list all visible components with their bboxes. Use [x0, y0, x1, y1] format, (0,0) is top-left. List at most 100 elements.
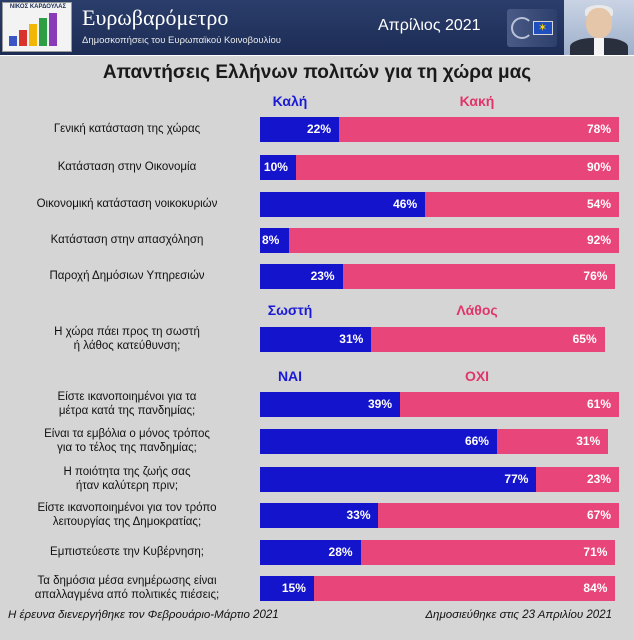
footer-publish-note: Δημοσιεύθηκε στις 23 Απριλίου 2021	[425, 609, 612, 621]
bar-row: 28% 71%	[260, 540, 616, 565]
bar-positive-segment	[260, 503, 379, 528]
row-label-line: Γενική κατάσταση της χώρας	[53, 123, 201, 135]
row-label-line: ή λάθος κατεύθυνση;	[73, 340, 181, 352]
value-label-positive: 8%	[262, 233, 280, 247]
bar-negative-segment	[378, 503, 619, 528]
row-label: Εμπιστεύεστε την Κυβέρνηση;	[4, 545, 250, 559]
row-label-line: Κατάσταση στην Οικονομία	[57, 161, 197, 173]
row-label: Γενική κατάσταση της χώρας	[4, 122, 250, 136]
bar-negative-segment	[425, 192, 619, 217]
value-label-positive: 33%	[346, 508, 371, 522]
column-header-negative: Λάθος	[456, 302, 498, 318]
bar-row: 39% 61%	[260, 392, 619, 417]
bar-positive-segment	[260, 327, 372, 352]
european-parliament-logo-icon	[507, 9, 557, 47]
bar-positive-segment	[260, 540, 361, 565]
bar-negative-segment	[371, 327, 605, 352]
date-label: Απρίλιος 2021	[378, 17, 481, 34]
row-label-line: απαλλαγμένα από πολιτικές πιέσεις;	[34, 589, 220, 601]
row-label: Τα δημόσια μέσα ενημέρωσης είναι απαλλαγμ…	[4, 574, 250, 602]
row-label: Είστε ικανοποιημένοι για τα μέτρα κατά τη…	[4, 390, 250, 418]
value-label-positive: 66%	[464, 434, 489, 448]
row-label: Είστε ικανοποιημένοι για τον τρόπο λειτου…	[4, 501, 250, 529]
bar-negative-segment	[536, 467, 619, 492]
value-label-negative: 78%	[587, 122, 612, 136]
bar-positive-segment	[260, 392, 400, 417]
row-label: Οικονομική κατάσταση νοικοκυριών	[4, 197, 250, 211]
logo-name: ΝΙΚΟΣ ΚΑΡΔΟΥΛΑΣ	[9, 4, 67, 10]
value-label-negative: 23%	[587, 472, 612, 486]
value-label-negative: 76%	[583, 269, 608, 283]
column-header-positive: Καλή	[272, 93, 308, 109]
value-label-positive: 23%	[310, 269, 335, 283]
bar-row: 46% 54%	[260, 192, 619, 217]
value-label-positive: 77%	[504, 472, 529, 486]
value-label-negative: 84%	[583, 581, 608, 595]
bar-row: 66% 31%	[260, 429, 609, 454]
row-label-line: Η ποιότητα της ζωής σας	[63, 466, 191, 478]
bar-positive-segment	[260, 192, 426, 217]
row-label-line: Εμπιστεύεστε την Κυβέρνηση;	[50, 546, 204, 558]
bar-negative-segment	[496, 429, 609, 454]
value-label-positive: 10%	[263, 160, 288, 174]
bar-positive-segment	[260, 429, 497, 454]
logo-bars-icon	[9, 12, 67, 46]
row-label-line: για το τέλος της πανδημίας;	[57, 442, 197, 454]
column-header-negative: Κακή	[459, 93, 495, 109]
person-photo-icon	[564, 0, 634, 55]
bar-row: 10% 90%	[260, 155, 619, 180]
bar-negative-segment	[400, 392, 619, 417]
bar-row: 23% 76%	[260, 264, 616, 289]
brand-subtitle: Δημοσκοπήσεις του Ευρωπαϊκού Κοινοβουλίο…	[82, 35, 281, 46]
brand-title: Ευρωβαρόμετρο	[82, 5, 229, 30]
row-label: Η ποιότητα της ζωής σας ήταν καλύτερη πρι…	[4, 465, 250, 493]
value-label-negative: 71%	[583, 545, 608, 559]
header-banner: ΝΙΚΟΣ ΚΑΡΔΟΥΛΑΣ Ευρωβαρόμετρο Δημοσκοπήσ…	[0, 0, 634, 55]
value-label-positive: 46%	[393, 197, 418, 211]
bar-positive-segment	[260, 155, 296, 180]
row-label-line: Παροχή Δημόσιων Υπηρεσιών	[49, 270, 205, 282]
value-label-positive: 31%	[339, 332, 364, 346]
value-label-negative: 90%	[587, 160, 612, 174]
row-label: Κατάσταση στην απασχόληση	[4, 233, 250, 247]
value-label-negative: 65%	[572, 332, 597, 346]
bar-negative-segment	[313, 576, 616, 601]
bar-positive-segment	[260, 576, 314, 601]
row-label-line: ήταν καλύτερη πριν;	[75, 480, 179, 492]
bar-row: 31% 65%	[260, 327, 605, 352]
value-label-negative: 31%	[576, 434, 601, 448]
value-label-positive: 39%	[368, 397, 393, 411]
row-label-line: Οικονομική κατάσταση νοικοκυριών	[36, 198, 218, 210]
footer-survey-note: Η έρευνα διενεργήθηκε τον Φεβρουάριο-Μάρ…	[8, 609, 279, 621]
column-header-positive: Σωστή	[267, 302, 313, 318]
value-label-positive: 15%	[281, 581, 306, 595]
bar-positive-segment	[260, 264, 343, 289]
bar-row: 77% 23%	[260, 467, 619, 492]
row-label: Κατάσταση στην Οικονομία	[4, 160, 250, 174]
row-label-line: Είστε ικανοποιημένοι για τα	[57, 391, 197, 403]
column-header-positive: ΝΑΙ	[277, 368, 303, 384]
bar-positive-segment	[260, 467, 537, 492]
row-label-line: μέτρα κατά της πανδημίας;	[58, 405, 196, 417]
value-label-negative: 92%	[587, 233, 612, 247]
value-label-positive: 22%	[306, 122, 331, 136]
value-label-negative: 61%	[587, 397, 612, 411]
row-label: Η χώρα πάει προς τη σωστή ή λάθος κατεύθυ…	[4, 325, 250, 353]
column-header-negative: ΟΧΙ	[464, 368, 490, 384]
chart-title: Απαντήσεις Ελλήνων πολιτών για τη χώρα μ…	[102, 62, 532, 83]
bar-row: 22% 78%	[260, 117, 619, 142]
bar-row: 33% 67%	[260, 503, 619, 528]
bar-row: 8% 92%	[260, 228, 619, 253]
row-label-line: λειτουργίας της Δημοκρατίας;	[52, 516, 202, 528]
value-label-positive: 28%	[328, 545, 353, 559]
value-label-negative: 54%	[587, 197, 612, 211]
bar-negative-segment	[342, 264, 616, 289]
bar-row: 15% 84%	[260, 576, 616, 601]
row-label-line: Η χώρα πάει προς τη σωστή	[54, 326, 200, 338]
pollster-logo: ΝΙΚΟΣ ΚΑΡΔΟΥΛΑΣ	[2, 2, 72, 52]
row-label-line: Είστε ικανοποιημένοι για τον τρόπο	[37, 502, 217, 514]
bar-positive-segment	[260, 228, 289, 253]
bar-positive-segment	[260, 117, 339, 142]
value-label-negative: 67%	[587, 508, 612, 522]
bar-negative-segment	[338, 117, 619, 142]
